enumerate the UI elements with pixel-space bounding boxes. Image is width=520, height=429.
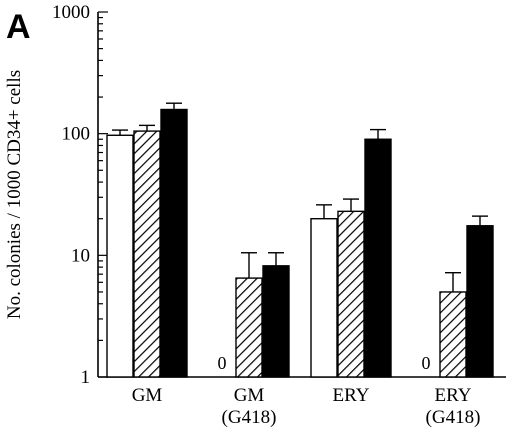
bar (160, 108, 188, 378)
bar (439, 291, 467, 378)
x-tick-label: GM (234, 385, 265, 406)
y-axis-label: No. colonies / 1000 CD34+ cells (4, 70, 25, 319)
bar (337, 210, 365, 378)
bar (364, 138, 392, 378)
x-tick-label-sub: (G418) (222, 407, 277, 428)
y-tick-label: 100 (62, 124, 91, 145)
bar (310, 218, 338, 378)
y-tick-label: 1000 (52, 2, 90, 23)
zero-value-label: 0 (422, 353, 431, 373)
bar (235, 277, 263, 378)
y-tick-label: 10 (71, 245, 90, 266)
x-tick-label: GM (132, 385, 163, 406)
bar (466, 225, 494, 378)
bar (262, 265, 290, 378)
y-tick-label: 1 (81, 367, 91, 388)
bar (106, 134, 134, 378)
x-tick-label: ERY (435, 385, 472, 406)
panel-label: A (6, 8, 31, 46)
zero-value-label: 0 (218, 353, 227, 373)
x-tick-label-sub: (G418) (426, 407, 481, 428)
x-tick-label: ERY (333, 385, 370, 406)
plot-area: 1 10 100 1000 No. colonies / 1000 CD34+ cell… (4, 2, 506, 428)
bar (133, 130, 161, 378)
